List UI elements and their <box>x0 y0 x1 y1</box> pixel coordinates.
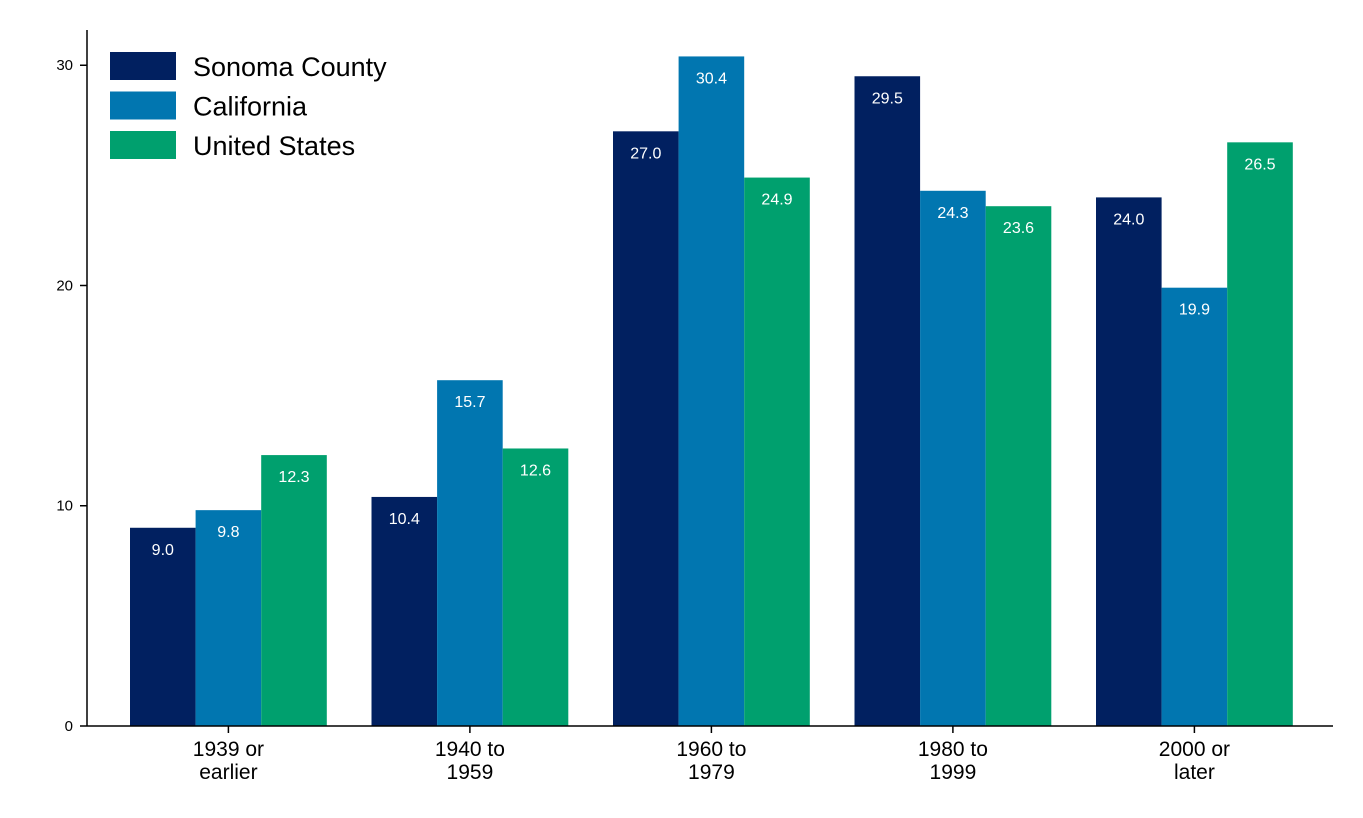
bar-value-label: 26.5 <box>1244 156 1275 173</box>
bar-value-label: 24.9 <box>761 192 792 209</box>
bar-value-label: 30.4 <box>696 70 727 87</box>
bar-value-label: 12.6 <box>520 462 551 479</box>
bar-value-label: 29.5 <box>872 90 903 107</box>
x-tick-label: 1939 or <box>193 738 264 761</box>
legend-swatch <box>110 131 176 159</box>
bar-value-label: 19.9 <box>1179 302 1210 319</box>
y-tick-label: 30 <box>56 57 73 74</box>
x-tick-label: earlier <box>199 761 257 784</box>
bar-value-label: 9.8 <box>217 524 239 541</box>
x-tick-label: 1999 <box>930 761 977 784</box>
y-tick-label: 20 <box>56 277 73 294</box>
bar <box>1096 197 1162 727</box>
legend-label: United States <box>193 131 355 161</box>
x-tick-label: 1980 to <box>918 738 988 761</box>
bar-value-label: 9.0 <box>152 542 174 559</box>
bar <box>502 448 569 726</box>
bar-value-label: 27.0 <box>630 145 661 162</box>
legend-label: California <box>193 92 308 122</box>
bar <box>195 510 262 726</box>
legend-swatch <box>110 52 176 80</box>
bar <box>371 496 438 726</box>
y-tick-label: 0 <box>65 718 73 735</box>
x-tick-label: 1960 to <box>676 738 746 761</box>
bar <box>985 206 1052 727</box>
y-tick-label: 10 <box>56 498 73 515</box>
bar <box>130 527 196 726</box>
bar-value-label: 10.4 <box>389 511 420 528</box>
x-tick-label: 1979 <box>688 761 735 784</box>
bar-value-label: 12.3 <box>278 469 309 486</box>
bar <box>1161 287 1228 726</box>
bar <box>678 56 745 727</box>
bar <box>744 177 810 726</box>
bar-value-label: 15.7 <box>454 394 485 411</box>
legend-swatch <box>110 91 176 120</box>
x-tick-label: later <box>1174 761 1215 784</box>
bar-value-label: 23.6 <box>1003 220 1034 237</box>
bar <box>613 131 679 726</box>
bar <box>920 190 986 727</box>
x-tick-label: 1959 <box>447 761 494 784</box>
bar-value-label: 24.0 <box>1113 211 1144 228</box>
bar <box>261 455 327 726</box>
x-tick-label: 1940 to <box>435 738 505 761</box>
bar <box>854 76 921 726</box>
bar-value-label: 24.3 <box>937 205 968 222</box>
bars-group: 9.0 10.4 27.0 29.5 24.0 9.8 15.7 30.4 24.3 19.9 12… <box>130 56 1293 727</box>
bar <box>437 380 503 726</box>
x-tick-label: 2000 or <box>1159 738 1230 761</box>
legend-label: Sonoma County <box>193 52 387 82</box>
bar <box>1227 142 1293 727</box>
legend: Sonoma County California United States <box>110 52 387 161</box>
